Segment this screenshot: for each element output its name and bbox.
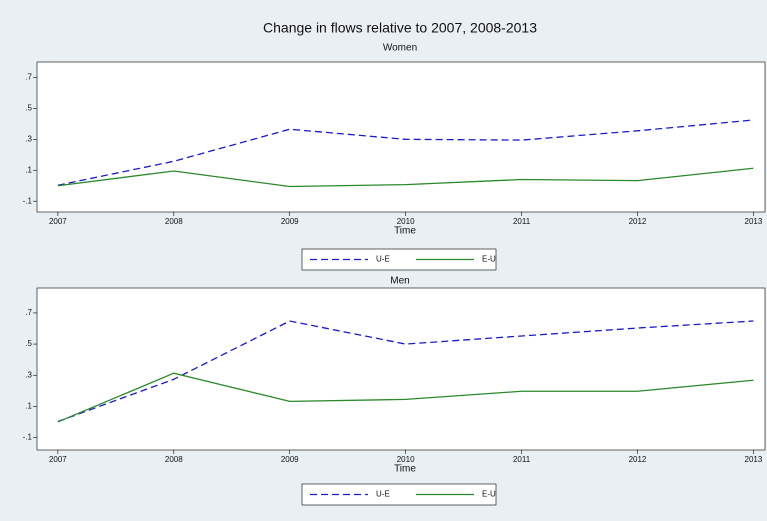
series-line [57,167,754,188]
y-tick-label: .1 [25,165,32,174]
legend-label: E-U [482,490,496,499]
y-tick-label: .5 [25,339,32,348]
y-tick-label: -.1 [23,196,33,205]
x-tick-label: 2013 [745,455,763,464]
y-tick-label: -.1 [23,433,33,442]
y-tick-label: .3 [25,134,32,143]
chart-title: Change in flows relative to 2007, 2008-2… [263,20,537,36]
series-line [57,119,754,186]
y-tick-label: .5 [25,104,32,113]
series-line [57,372,754,423]
x-tick-label: 2013 [745,217,763,226]
y-tick-label: .7 [25,308,32,317]
x-tick-label: 2012 [629,217,647,226]
legend-box [301,248,497,271]
legend-label: U-E [376,255,390,264]
x-tick-label: 2011 [513,455,531,464]
y-tick-label: .7 [25,73,32,82]
x-tick-label: 2009 [281,217,299,226]
panel-title: Women [383,43,417,54]
legend-label: E-U [482,255,496,264]
x-tick-label: 2008 [165,217,183,226]
x-tick-label: 2008 [165,455,183,464]
plot-area [36,287,766,451]
x-tick-label: 2007 [49,455,67,464]
legend-label: U-E [376,490,390,499]
x-tick-label: 2010 [397,217,415,226]
x-tick-label: 2012 [629,455,647,464]
x-tick-label: 2010 [397,455,415,464]
x-tick-label: 2009 [281,455,299,464]
legend-box [301,483,497,506]
y-tick-label: .3 [25,370,32,379]
series-line [57,320,754,423]
x-tick-label: 2011 [513,217,531,226]
x-axis-title: Time [394,464,416,475]
x-axis-title: Time [394,226,416,237]
panel-title: Men [390,276,409,287]
plot-area [36,61,766,213]
x-tick-label: 2007 [49,217,67,226]
y-tick-label: .1 [25,401,32,410]
